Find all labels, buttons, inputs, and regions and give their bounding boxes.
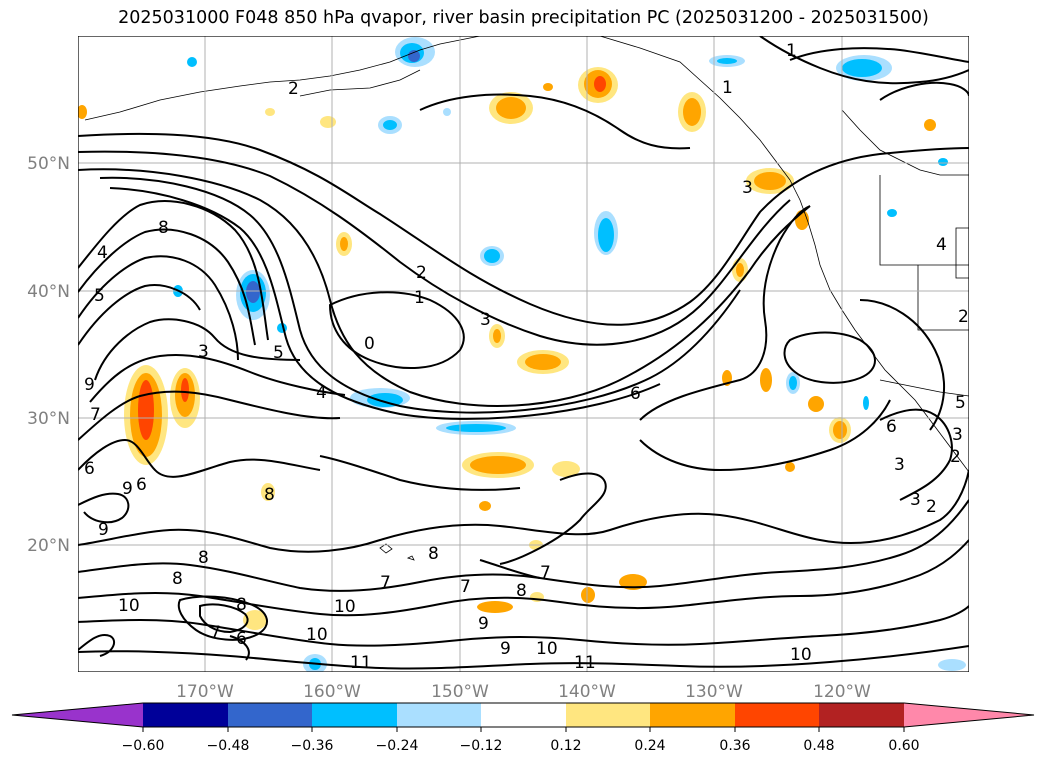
contour-label: 8 xyxy=(428,544,439,564)
lat-label: 40°N xyxy=(27,282,70,302)
contour-label: 5 xyxy=(273,343,284,363)
lon-label: 170°W xyxy=(176,682,234,702)
contour-label: 10 xyxy=(118,596,140,616)
colorbar-segment xyxy=(228,703,312,727)
contour-label: 7 xyxy=(540,563,551,583)
contour-label: 8 xyxy=(158,218,169,238)
contour-label: 6 xyxy=(886,417,897,437)
contour-label: 2 xyxy=(288,79,299,99)
contour-label: 7 xyxy=(90,405,101,425)
contour-label: 1 xyxy=(414,288,425,308)
contour-label: 8 xyxy=(236,595,247,615)
colorbar-segment xyxy=(312,703,397,727)
precip-shading xyxy=(78,37,966,672)
contour-label: 3 xyxy=(894,455,905,475)
contour-label: 7 xyxy=(210,623,221,643)
lat-label: 50°N xyxy=(27,154,70,174)
colorbar-tick-label: 0.24 xyxy=(634,738,665,754)
colorbar-segment xyxy=(397,703,481,727)
contour-label: 7 xyxy=(460,577,471,597)
contour-label: 7 xyxy=(380,573,391,593)
colorbar-tick-label: 0.60 xyxy=(888,738,919,754)
contour-label: 8 xyxy=(516,581,527,601)
lon-label: 120°W xyxy=(813,682,871,702)
lon-label: 160°W xyxy=(303,682,361,702)
contour-label: 6 xyxy=(136,475,147,495)
contour-label: 6 xyxy=(236,629,247,649)
colorbar: −0.60 −0.48 −0.36 −0.24 −0.12 0.12 0.24 … xyxy=(11,702,1035,754)
colorbar-tick-label: −0.60 xyxy=(122,738,165,754)
contour-label: 5 xyxy=(955,393,966,413)
contour-label: 2 xyxy=(416,263,427,283)
contour-label: 1 xyxy=(722,78,733,98)
contour-label: 10 xyxy=(334,597,356,617)
colorbar-segment xyxy=(819,703,904,727)
contour-label: 10 xyxy=(790,645,812,665)
contour-label: 9 xyxy=(478,614,489,634)
contour-label: 0 xyxy=(364,334,375,354)
lat-label: 30°N xyxy=(27,409,70,429)
longitude-labels: 170°W 160°W 150°W 140°W 130°W 120°W xyxy=(176,682,871,702)
colorbar-extend-low xyxy=(12,703,143,727)
contour-label: 2 xyxy=(926,497,937,517)
map-panel: 1 2 0 1 2 3 4 5 6 7 8 8 9 3 4 5 6 3 2 1 … xyxy=(78,36,969,673)
colorbar-segment xyxy=(481,703,566,727)
colorbar-segment xyxy=(735,703,819,727)
contour-label: 4 xyxy=(316,383,327,403)
colorbar-segment xyxy=(566,703,650,727)
lon-label: 130°W xyxy=(685,682,743,702)
contour-label: 8 xyxy=(172,569,183,589)
contour-label: 3 xyxy=(910,490,921,510)
contour-label: 2 xyxy=(950,447,961,467)
contour-label: 9 xyxy=(84,375,95,395)
contour-label: 10 xyxy=(306,625,328,645)
colorbar-segment xyxy=(650,703,735,727)
colorbar-tick-label: −0.48 xyxy=(207,738,250,754)
contour-label: 3 xyxy=(952,425,963,445)
contour-label: 10 xyxy=(536,639,558,659)
colorbar-segment xyxy=(143,703,228,727)
colorbar-tick-label: 0.36 xyxy=(719,738,750,754)
contour-label: 11 xyxy=(574,653,596,673)
qvapor-contours xyxy=(78,36,969,670)
contour-label: 8 xyxy=(264,485,275,505)
gridlines xyxy=(78,36,969,672)
contour-label: 11 xyxy=(350,653,372,673)
contour-label: 9 xyxy=(122,479,133,499)
latitude-labels: 50°N 40°N 30°N 20°N xyxy=(27,154,70,556)
colorbar-tick-label: 0.12 xyxy=(550,738,581,754)
colorbar-tick-label: −0.12 xyxy=(460,738,503,754)
contour-label: 1 xyxy=(786,41,797,61)
contour-label: 5 xyxy=(94,286,105,306)
contour-label: 8 xyxy=(198,548,209,568)
colorbar-extend-high xyxy=(904,703,1034,727)
contour-label: 4 xyxy=(97,243,108,263)
contour-labels: 1 2 0 1 2 3 4 5 6 7 8 8 9 3 4 5 6 3 2 1 … xyxy=(84,41,969,673)
contour-label: 6 xyxy=(84,459,95,479)
contour-label: 2 xyxy=(958,307,969,327)
contour-label: 4 xyxy=(936,235,947,255)
lon-label: 140°W xyxy=(558,682,616,702)
contour-label: 9 xyxy=(500,639,511,659)
colorbar-tick-label: −0.24 xyxy=(376,738,419,754)
lon-label: 150°W xyxy=(431,682,489,702)
contour-label: 6 xyxy=(630,384,641,404)
map-title: 2025031000 F048 850 hPa qvapor, river ba… xyxy=(118,8,929,28)
contour-label: 9 xyxy=(98,520,109,540)
colorbar-tick-label: −0.36 xyxy=(291,738,334,754)
contour-label: 3 xyxy=(480,310,491,330)
lat-label: 20°N xyxy=(27,536,70,556)
contour-label: 3 xyxy=(198,342,209,362)
colorbar-tick-label: 0.48 xyxy=(803,738,834,754)
contour-label: 3 xyxy=(742,178,753,198)
